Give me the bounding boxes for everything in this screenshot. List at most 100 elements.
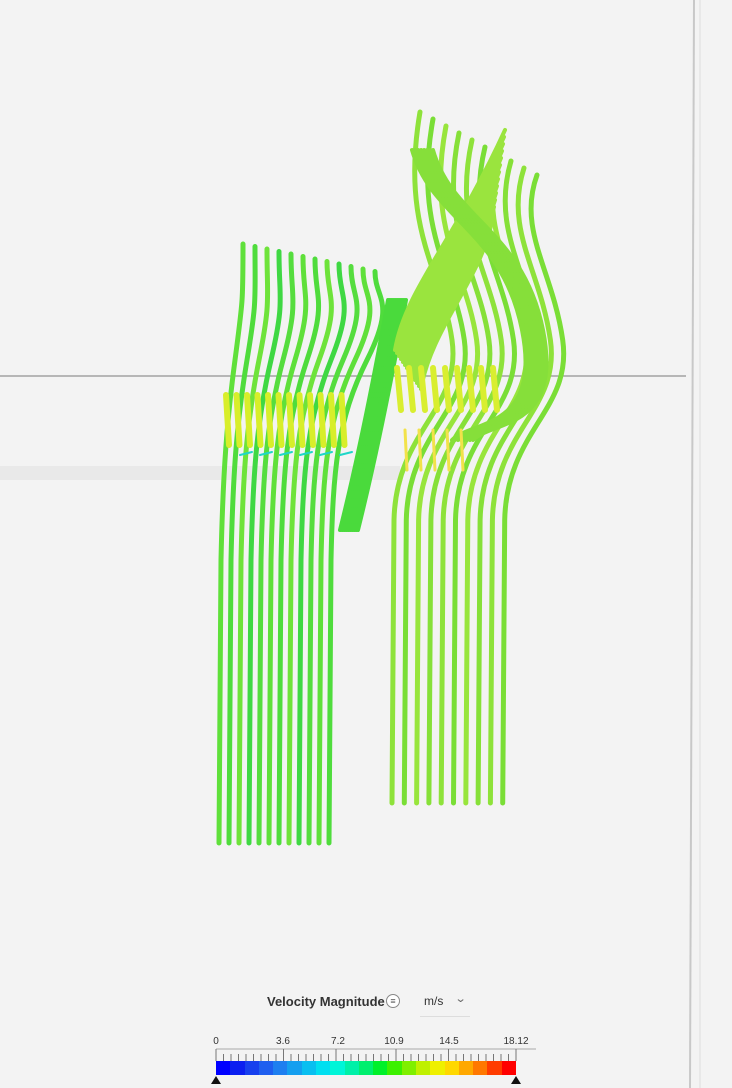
streamline bbox=[279, 451, 293, 456]
streamline bbox=[490, 365, 500, 413]
legend-header: Velocity Magnitude ≡ m/s ⌄ bbox=[0, 990, 732, 1017]
streamline bbox=[296, 261, 347, 846]
streamline bbox=[275, 392, 285, 448]
streamline bbox=[395, 135, 506, 355]
streamline bbox=[319, 451, 333, 456]
colorbar-tick-label: 7.2 bbox=[331, 1036, 345, 1047]
colorbar-segment bbox=[301, 1061, 317, 1075]
streamline bbox=[259, 451, 273, 456]
list-menu-icon[interactable]: ≡ bbox=[386, 994, 400, 1008]
colorbar-ticks bbox=[215, 1048, 536, 1061]
streamline bbox=[226, 244, 258, 846]
colorbar-tick-label: 10.9 bbox=[384, 1036, 404, 1047]
colorbar-segment bbox=[316, 1061, 331, 1075]
colorbar-tick-label: 14.5 bbox=[439, 1036, 459, 1047]
colorbar-tick-label: 0 bbox=[213, 1036, 219, 1047]
streamline bbox=[286, 392, 295, 448]
colorbar-segment bbox=[501, 1061, 517, 1075]
streamline bbox=[406, 365, 416, 413]
streamline bbox=[442, 365, 452, 413]
streamline bbox=[316, 266, 373, 846]
colorbar-segment bbox=[401, 1061, 417, 1075]
streamline bbox=[403, 163, 502, 367]
colorbar-segment bbox=[373, 1061, 388, 1075]
colorbar-segment bbox=[387, 1061, 403, 1075]
streamline bbox=[394, 365, 404, 413]
streamline bbox=[466, 365, 476, 413]
colorbar-segment bbox=[416, 1061, 431, 1075]
streamline bbox=[328, 392, 337, 448]
streamline bbox=[414, 123, 481, 806]
streamline bbox=[239, 451, 253, 456]
streamline bbox=[454, 365, 464, 413]
streamline bbox=[307, 392, 316, 448]
streamline bbox=[256, 251, 296, 846]
streamline bbox=[236, 246, 271, 846]
streamline bbox=[478, 365, 488, 413]
streamline bbox=[403, 428, 409, 472]
streamline bbox=[401, 156, 503, 364]
streamline bbox=[276, 256, 322, 846]
streamline bbox=[430, 365, 440, 413]
streamline bbox=[409, 184, 499, 376]
streamline bbox=[326, 269, 386, 846]
streamline-group-left bbox=[216, 241, 408, 846]
colorbar-segment bbox=[444, 1061, 460, 1075]
unit-label: m/s bbox=[424, 994, 444, 1008]
streamline bbox=[306, 264, 360, 846]
streamline bbox=[246, 249, 283, 846]
streamline bbox=[266, 254, 309, 846]
streamline bbox=[299, 451, 313, 456]
min-range-handle[interactable] bbox=[211, 1076, 221, 1084]
streamline bbox=[254, 392, 264, 448]
streamline bbox=[431, 428, 437, 472]
colorbar-tick-label: 18.12 bbox=[503, 1036, 529, 1047]
streamline bbox=[487, 165, 554, 806]
streamline bbox=[338, 392, 348, 448]
streamline bbox=[216, 241, 246, 846]
streamline bbox=[244, 392, 253, 448]
streamline bbox=[411, 191, 498, 379]
colorbar-segment bbox=[358, 1061, 374, 1075]
colorbar-segment bbox=[244, 1061, 260, 1075]
streamline bbox=[418, 365, 428, 413]
streamline bbox=[233, 392, 243, 448]
colorbar-segment bbox=[216, 1061, 231, 1075]
streamline bbox=[286, 259, 334, 846]
max-range-handle[interactable] bbox=[511, 1076, 521, 1084]
streamline bbox=[459, 428, 465, 472]
vertical-plane-edge bbox=[689, 0, 695, 1088]
streamline bbox=[265, 392, 274, 448]
streamline bbox=[500, 172, 567, 806]
streamline bbox=[223, 392, 232, 448]
translucent-plane bbox=[0, 466, 400, 480]
streamline bbox=[417, 428, 423, 472]
colorbar-segment bbox=[344, 1061, 360, 1075]
streamline bbox=[339, 451, 353, 456]
streamline bbox=[445, 428, 451, 472]
legend-title: Velocity Magnitude bbox=[267, 994, 385, 1009]
colorbar-segment bbox=[458, 1061, 474, 1075]
streamline bbox=[397, 142, 505, 358]
chevron-down-icon: ⌄ bbox=[454, 993, 467, 1005]
streamline bbox=[401, 116, 468, 806]
colorbar-segment bbox=[487, 1061, 503, 1075]
colorbar-segment bbox=[330, 1061, 346, 1075]
streamline-group-right bbox=[389, 109, 567, 806]
streamline bbox=[399, 149, 504, 361]
unit-dropdown[interactable]: m/s ⌄ bbox=[420, 990, 470, 1017]
colorbar-segment bbox=[258, 1061, 274, 1075]
streamline bbox=[405, 170, 501, 370]
streamline bbox=[431, 148, 549, 442]
streamline bbox=[393, 128, 507, 352]
colorbar-segment bbox=[230, 1061, 246, 1075]
colorbar-segment bbox=[273, 1061, 288, 1075]
colorbar-tick-label: 3.6 bbox=[276, 1036, 290, 1047]
colorbar-segment bbox=[430, 1061, 446, 1075]
streamline bbox=[348, 298, 400, 532]
colorbar bbox=[216, 1061, 517, 1075]
colorbar-segment bbox=[473, 1061, 488, 1075]
streamline bbox=[407, 177, 500, 373]
